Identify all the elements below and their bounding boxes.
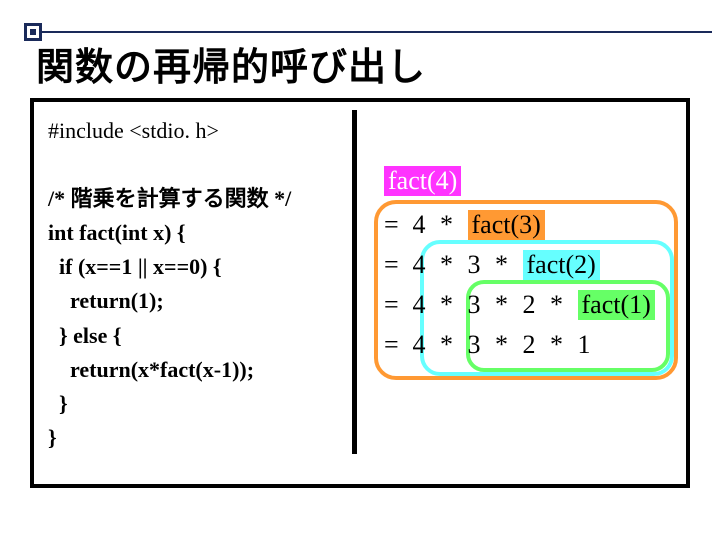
n4-3: 4 xyxy=(413,290,426,319)
code-blank xyxy=(48,148,338,182)
n4-1: 4 xyxy=(413,210,426,239)
code-line-7: } xyxy=(48,387,338,421)
recursion-diagram: fact(4) = 4 * fact(3) = 4 * 3 * fact(2) … xyxy=(374,162,680,422)
n4-4: 4 xyxy=(413,330,426,359)
star-2a: * xyxy=(440,250,453,279)
star-4a: * xyxy=(440,330,453,359)
fact4-label: fact(4) xyxy=(384,166,461,196)
row-expand-1: = 4 * fact(3) xyxy=(384,210,545,240)
code-line-0: #include <stdio. h> xyxy=(48,114,338,148)
n4-2: 4 xyxy=(413,250,426,279)
n3-3: 3 xyxy=(468,290,481,319)
row-expand-3: = 4 * 3 * 2 * fact(1) xyxy=(384,290,655,320)
code-line-3: if (x==1 || x==0) { xyxy=(48,250,338,284)
n3-2: 3 xyxy=(468,250,481,279)
code-block: #include <stdio. h> /* 階乗を計算する関数 */ int … xyxy=(48,114,338,455)
row-expand-2: = 4 * 3 * fact(2) xyxy=(384,250,600,280)
fact3-label: fact(3) xyxy=(468,210,545,240)
star-4b: * xyxy=(495,330,508,359)
star-1: * xyxy=(440,210,453,239)
eq-1: = xyxy=(384,210,406,240)
eq-4: = xyxy=(384,330,406,360)
row-fact4: fact(4) xyxy=(384,166,461,196)
code-line-4: return(1); xyxy=(48,284,338,318)
star-3a: * xyxy=(440,290,453,319)
title-rule xyxy=(42,31,712,33)
eq-3: = xyxy=(384,290,406,320)
slide-title: 関数の再帰的呼び出し xyxy=(36,36,426,91)
eq-2: = xyxy=(384,250,406,280)
n3-4: 3 xyxy=(468,330,481,359)
code-line-2: int fact(int x) { xyxy=(48,216,338,250)
code-line-5: } else { xyxy=(48,319,338,353)
code-line-6: return(x*fact(x-1)); xyxy=(48,353,338,387)
n2-4: 2 xyxy=(523,330,536,359)
star-3b: * xyxy=(495,290,508,319)
star-3c: * xyxy=(550,290,563,319)
row-expand-4: = 4 * 3 * 2 * 1 xyxy=(384,330,591,360)
code-line-8: } xyxy=(48,421,338,455)
fact1-label: fact(1) xyxy=(578,290,655,320)
vertical-divider xyxy=(352,110,357,454)
code-line-1: /* 階乗を計算する関数 */ xyxy=(48,182,338,216)
title-bullet-inner xyxy=(30,29,36,35)
star-4c: * xyxy=(550,330,563,359)
star-2b: * xyxy=(495,250,508,279)
fact2-label: fact(2) xyxy=(523,250,600,280)
n1-4: 1 xyxy=(578,330,591,359)
n2-3: 2 xyxy=(523,290,536,319)
content-frame: #include <stdio. h> /* 階乗を計算する関数 */ int … xyxy=(30,98,690,488)
